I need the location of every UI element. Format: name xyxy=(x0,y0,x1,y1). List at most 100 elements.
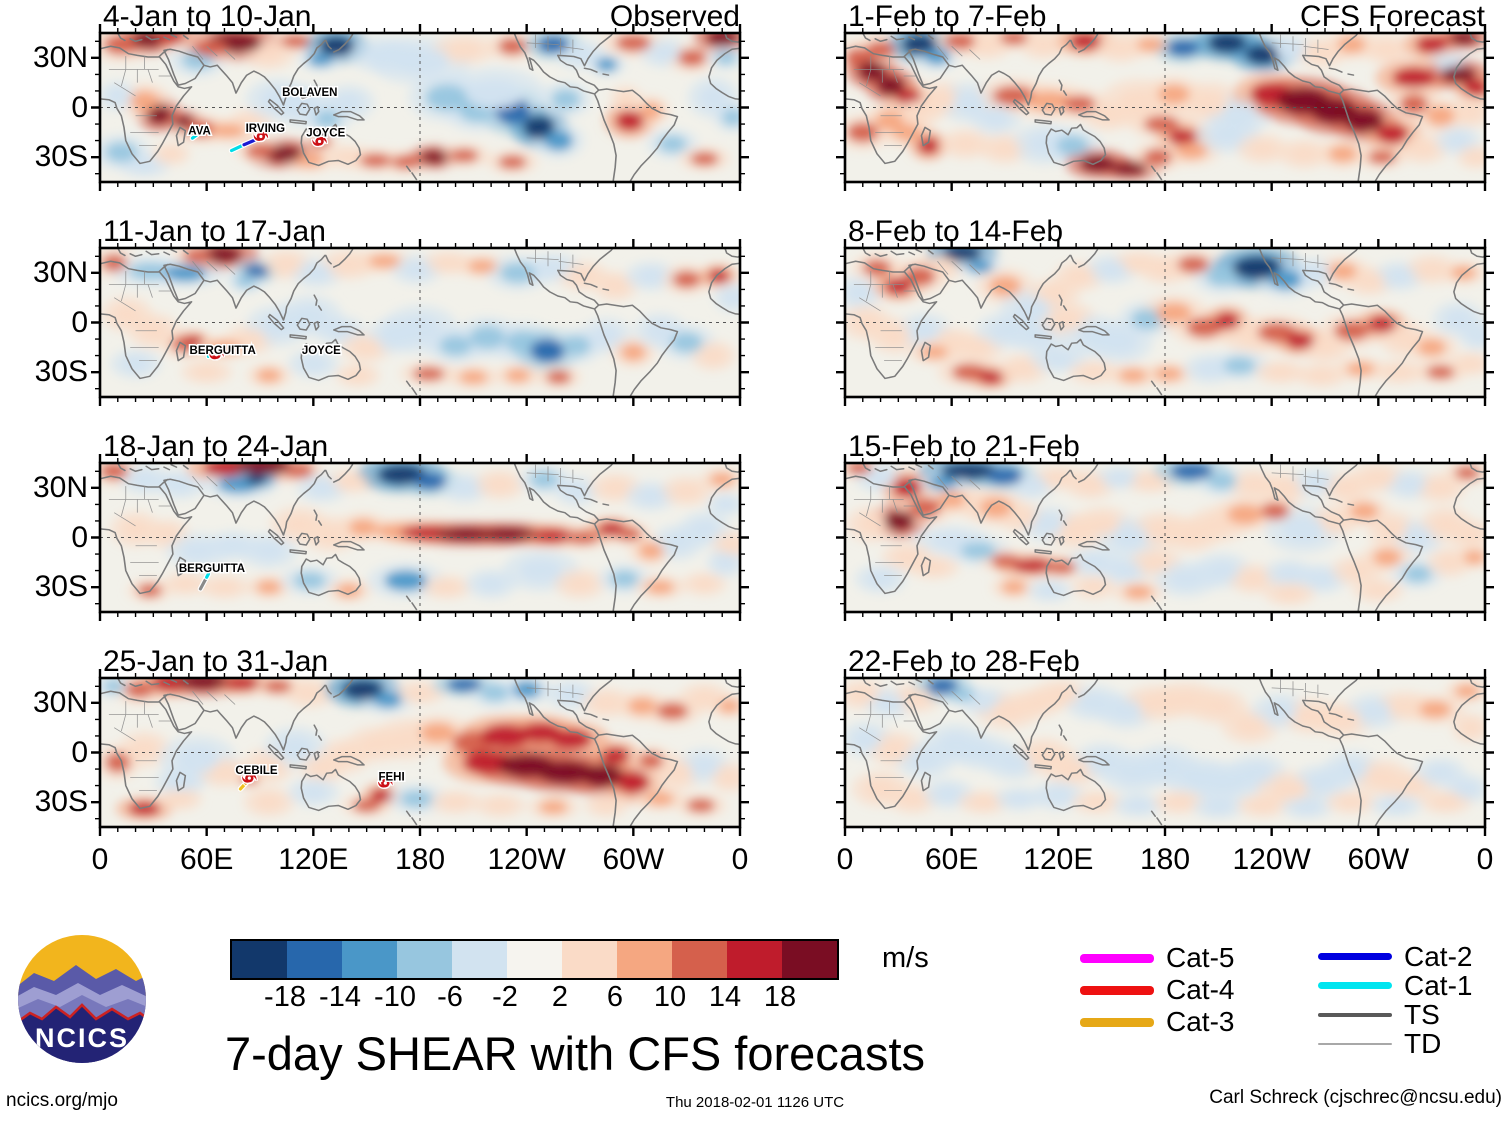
legend-line-swatch xyxy=(1318,1012,1392,1017)
map-frame xyxy=(98,246,742,399)
y-axis-label: 30N xyxy=(32,255,88,289)
panel-title: 1-Feb to 7-Feb xyxy=(848,0,1047,33)
legend-item-cat-5: Cat-5 xyxy=(1080,942,1234,974)
legend-line-swatch xyxy=(1318,1042,1392,1045)
shear-map-R4 xyxy=(836,669,1494,836)
graticule xyxy=(100,248,740,397)
shear-map-L2: BERGUITTA JOYCE xyxy=(91,239,749,406)
coastlines xyxy=(845,463,1486,613)
y-axis-label: 30N xyxy=(32,40,88,74)
legend-label: TS xyxy=(1404,998,1440,1030)
colorbar-cell-4 xyxy=(452,941,507,978)
shear-map-L1: BOLAVEN AVA IRVING JOYCE xyxy=(91,24,749,191)
coastlines xyxy=(100,33,741,183)
colorbar-units-label: m/s xyxy=(882,942,929,974)
map-frame xyxy=(98,31,742,184)
shear-field xyxy=(100,248,740,390)
legend-item-cat-2: Cat-2 xyxy=(1318,941,1472,972)
storm-label: IRVING xyxy=(246,123,285,135)
y-axis-label: 30N xyxy=(32,470,88,504)
panel-title: 15-Feb to 21-Feb xyxy=(848,430,1080,463)
x-axis-label: 120W xyxy=(1232,843,1311,876)
x-axis-label: 120E xyxy=(278,843,349,876)
coastlines xyxy=(845,248,1486,398)
map-frame xyxy=(843,246,1487,399)
panel-title: 11-Jan to 17-Jan xyxy=(103,215,326,248)
colorbar xyxy=(230,939,839,980)
shear-map-R2 xyxy=(836,239,1494,406)
graticule xyxy=(845,33,1485,182)
x-axis-label: 180 xyxy=(394,843,446,876)
x-axis-label: 120E xyxy=(1023,843,1094,876)
legend-label: Cat-4 xyxy=(1166,974,1235,1005)
x-axis-label: 60E xyxy=(924,843,979,876)
tick-marks xyxy=(836,669,1494,836)
colorbar-tick: 10 xyxy=(653,981,687,1013)
storm-label: FEHI xyxy=(378,772,404,784)
coastlines xyxy=(100,678,741,828)
coastlines xyxy=(100,248,741,398)
legend-label: TD xyxy=(1404,1027,1442,1059)
x-axis-label: 0 xyxy=(731,843,749,876)
x-axis-label: 60W xyxy=(1347,843,1410,876)
colorbar-tick: 6 xyxy=(606,981,624,1013)
storm-track xyxy=(190,133,199,140)
legend-line-swatch xyxy=(1080,1017,1154,1027)
colorbar-cell-10 xyxy=(782,941,837,978)
graticule xyxy=(845,678,1485,827)
legend-line-swatch xyxy=(1318,953,1392,960)
storm-label: JOYCE xyxy=(302,345,341,357)
tick-marks xyxy=(836,454,1494,621)
colorbar-cell-9 xyxy=(727,941,782,978)
x-axis-label: 120W xyxy=(487,843,566,876)
colorbar-cell-1 xyxy=(287,941,342,978)
y-axis-label: 30S xyxy=(34,355,88,389)
y-axis-label: 30N xyxy=(32,685,88,719)
storm-annotations: BERGUITTA xyxy=(177,562,247,592)
panel-corner-label: Observed xyxy=(609,0,740,33)
legend-item-cat-4: Cat-4 xyxy=(1080,974,1234,1006)
website-link[interactable]: ncics.org/mjo xyxy=(6,1090,118,1111)
graticule xyxy=(100,33,740,182)
storm-label: BERGUITTA xyxy=(179,563,245,575)
coastlines xyxy=(845,678,1486,828)
graticule xyxy=(845,463,1485,612)
shear-map-L4: CEBILE FEHI xyxy=(91,669,749,836)
storm-annotations: BOLAVEN AVA IRVING JOYCE xyxy=(187,85,347,154)
ncics-logo: NCICS xyxy=(16,933,148,1070)
logo-ridge-line xyxy=(18,1003,146,1025)
colorbar-cell-8 xyxy=(672,941,727,978)
legend-column-col2: Cat-2 Cat-1 TS TD xyxy=(1318,941,1472,1059)
tick-marks xyxy=(91,669,749,836)
storm-track xyxy=(301,93,312,100)
tick-marks xyxy=(836,239,1494,406)
storm-label: BOLAVEN xyxy=(282,87,337,99)
shear-field xyxy=(845,463,1485,606)
panel-title: 18-Jan to 24-Jan xyxy=(103,430,329,463)
x-axis-label: 0 xyxy=(1476,843,1494,876)
legend-line-swatch xyxy=(1080,985,1154,995)
y-axis-label: 30S xyxy=(34,140,88,174)
graticule xyxy=(845,248,1485,397)
map-frame xyxy=(98,461,742,614)
shear-field xyxy=(100,33,740,178)
colorbar-cell-3 xyxy=(397,941,452,978)
timestamp: Thu 2018-02-01 1126 UTC xyxy=(665,1094,845,1111)
x-axis-label: 0 xyxy=(91,843,109,876)
coastlines xyxy=(100,463,741,613)
colorbar-tick: 2 xyxy=(551,981,569,1013)
colorbar-tick: 18 xyxy=(763,981,797,1013)
colorbar-tick: -18 xyxy=(264,981,306,1013)
colorbar-cell-7 xyxy=(617,941,672,978)
map-frame xyxy=(843,31,1487,184)
colorbar-tick: -10 xyxy=(374,981,416,1013)
panel-title: 22-Feb to 28-Feb xyxy=(848,645,1080,678)
shear-map-R3 xyxy=(836,454,1494,621)
x-axis-label: 0 xyxy=(836,843,854,876)
y-axis-label: 30S xyxy=(34,785,88,819)
colorbar-cell-0 xyxy=(232,941,287,978)
colorbar-tick: -6 xyxy=(437,981,463,1013)
x-axis-label: 60W xyxy=(602,843,665,876)
storm-annotations: CEBILE FEHI xyxy=(234,763,406,792)
map-frame xyxy=(843,676,1487,829)
